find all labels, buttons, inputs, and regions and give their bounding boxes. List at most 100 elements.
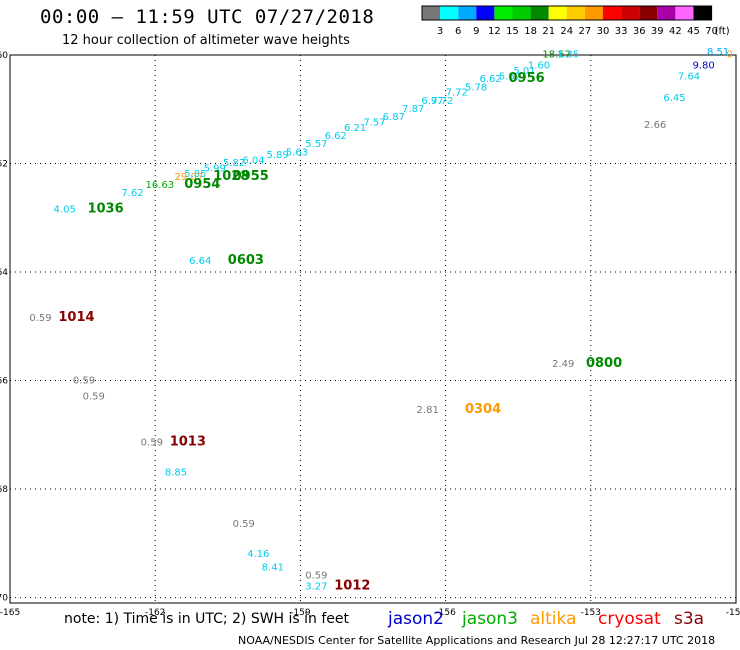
wave-height-label: 9.80	[692, 61, 714, 72]
wave-height-label: 4.05	[54, 204, 76, 215]
wave-height-label: 5.63	[286, 147, 308, 158]
wave-height-label: 7.72	[431, 96, 453, 107]
wave-height-label: 1.60	[528, 61, 550, 72]
wave-height-label: 4.16	[247, 549, 269, 560]
scale-swatch	[639, 6, 658, 20]
wave-height-label: 6.87	[383, 112, 405, 123]
scale-swatch	[603, 6, 622, 20]
wave-height-label: 6.04	[242, 156, 264, 167]
units-note: note: 1) Time is in UTC; 2) SWH is in fe…	[64, 611, 350, 627]
wave-height-label: 3.27	[305, 581, 327, 592]
wave-height-label: 7.72	[446, 88, 468, 99]
observation-time-label: 0955	[233, 169, 269, 184]
scale-swatch	[422, 6, 441, 20]
wave-height-label: 5.82	[499, 71, 521, 82]
scale-swatch	[548, 6, 567, 20]
scale-swatch	[584, 6, 603, 20]
scale-label: 18	[524, 26, 537, 37]
scale-swatch	[512, 6, 531, 20]
scale-label: 15	[506, 26, 519, 37]
wave-height-label: 7.62	[121, 188, 143, 199]
longitude-tick-label: -150	[726, 608, 740, 618]
scale-swatch	[675, 6, 694, 20]
wave-height-label: 0.59	[29, 313, 51, 324]
page-title: 00:00 – 11:59 UTC 07/27/2018	[40, 6, 375, 28]
scale-swatch	[440, 6, 459, 20]
wave-height-label: 0.59	[141, 438, 163, 449]
observation-time-label: 0304	[465, 402, 501, 417]
longitude-tick-label: -156	[435, 608, 456, 618]
observation-time-label: 0800	[586, 356, 622, 371]
wave-height-label: 6.45	[663, 93, 685, 104]
observation-time-label: 0954	[184, 177, 220, 192]
latitude-tick-label: -60	[0, 51, 8, 61]
scale-label: 9	[473, 26, 479, 37]
wave-height-label: 7.64	[678, 71, 700, 82]
wave-height-label: 8.85	[165, 467, 187, 478]
observation-time-label: 1036	[87, 201, 123, 216]
wave-height-label: 29.07	[175, 172, 204, 183]
wave-height-label: 0.59	[83, 392, 105, 403]
wave-height-label: 0.59	[73, 375, 95, 386]
longitude-tick-label: -153	[581, 608, 601, 618]
page-subtitle: 12 hour collection of altimeter wave hei…	[62, 33, 350, 48]
wave-height-label: 5.01	[513, 66, 535, 77]
scale-label: 39	[651, 26, 664, 37]
latitude-tick-label: -64	[0, 268, 8, 278]
observation-time-label: 1028	[213, 169, 249, 184]
credit-footer: NOAA/NESDIS Center for Satellite Applica…	[238, 634, 716, 647]
scale-unit: (ft)	[715, 26, 730, 37]
wave-height-label: 8.41	[262, 562, 284, 573]
wave-height-label: 0.59	[305, 571, 327, 582]
observation-time-label: 0956	[509, 71, 545, 86]
scale-label: 70	[705, 26, 718, 37]
scale-label: 3	[437, 26, 443, 37]
latitude-tick-label: -66	[0, 377, 8, 387]
scale-swatch	[657, 6, 676, 20]
wave-height-label: 1.35	[557, 50, 579, 61]
wave-height-label: 7.87	[402, 104, 424, 115]
scale-swatch	[566, 6, 585, 20]
scale-swatch	[621, 6, 640, 20]
map-frame	[9, 54, 737, 604]
latitude-tick-label: -70	[0, 594, 8, 604]
scale-label: 30	[597, 26, 610, 37]
observation-time-label: 1012	[334, 578, 370, 593]
satellite-jason2: jason2	[388, 609, 444, 629]
wave-height-label: 8.51	[707, 47, 729, 58]
scale-swatch	[530, 6, 549, 20]
scale-label: 21	[542, 26, 555, 37]
wave-height-label: 6.62	[479, 74, 501, 85]
wave-height-label: 0	[726, 50, 732, 61]
scale-swatch	[494, 6, 513, 20]
wave-height-label: 2.49	[552, 359, 574, 370]
observation-time-label: 1013	[170, 435, 206, 450]
wave-height-label: 7.57	[363, 118, 385, 129]
wave-height-label: 16.63	[146, 180, 175, 191]
wave-height-color-scale: 3 6 9 12 15 18 21 24 27 30 33 36 39 42 45 70(ft)	[421, 5, 730, 37]
wave-height-label: 5.99	[204, 164, 226, 175]
latitude-tick-label: -68	[0, 485, 8, 495]
wave-height-label: 2.81	[417, 405, 439, 416]
wave-height-label: 5.78	[465, 82, 487, 93]
longitude-tick-label: -162	[145, 608, 165, 618]
longitude-tick-label: -165	[0, 608, 20, 618]
longitude-tick-label: -159	[290, 608, 311, 618]
scale-label: 6	[455, 26, 461, 37]
wave-height-label: 2.66	[644, 120, 666, 131]
satellite-altika: altika	[530, 609, 577, 629]
satellite-jason3: jason3	[462, 609, 518, 629]
satellite-cryosat: cryosat	[598, 609, 661, 629]
wave-height-label: 5.82	[223, 158, 245, 169]
scale-swatch	[693, 6, 712, 20]
scale-swatch	[476, 6, 495, 20]
satellite-s3a: s3a	[674, 609, 705, 629]
wave-height-label: 5.89	[267, 150, 289, 161]
scale-label: 45	[687, 26, 700, 37]
scale-swatch	[458, 6, 477, 20]
scale-label: 24	[560, 26, 573, 37]
scale-label: 36	[633, 26, 646, 37]
scale-label: 33	[615, 26, 628, 37]
